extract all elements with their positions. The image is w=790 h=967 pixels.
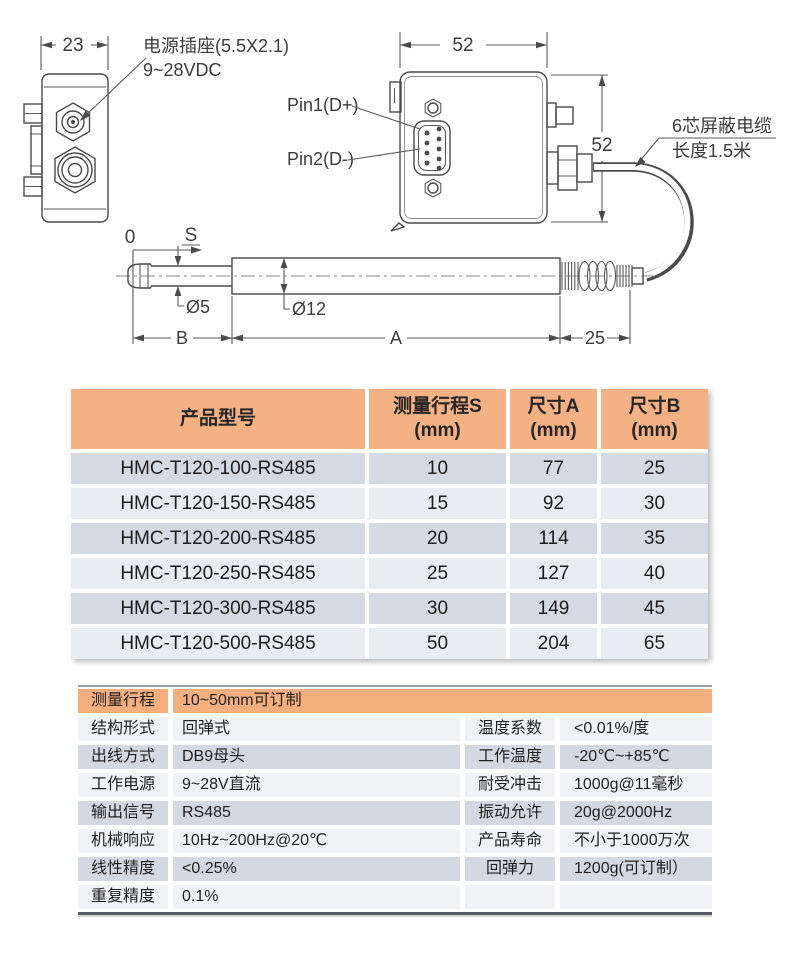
dim-25-label: 25 (585, 328, 605, 348)
spec-value: 20g@2000Hz (560, 801, 712, 825)
model-cell: HMC-T120-300-RS485 (71, 593, 365, 624)
zero-label: 0 (125, 227, 136, 248)
pin1-label: Pin1(D+) (287, 95, 359, 115)
spec-value: 1000g@11毫秒 (560, 773, 712, 797)
dim-b-cell: 40 (601, 558, 708, 589)
dim-b-label: B (176, 328, 188, 348)
side-view-drawing: 23 (23, 35, 109, 223)
spec-label: 机械响应 (78, 829, 168, 853)
stroke-cell: 20 (369, 523, 506, 554)
technical-drawing: 23 电源插座(5.5X2.1) (23, 32, 776, 348)
stroke-cell: 10 (369, 453, 506, 484)
product-model-table: 产品型号 测量行程S (mm) 尺寸A (mm) 尺寸B (mm) HMC-T120-… (71, 389, 708, 659)
dim-b-cell: 45 (601, 593, 708, 624)
model-cell: HMC-T120-100-RS485 (71, 453, 365, 484)
column-header-stroke: 测量行程S (mm) (369, 389, 506, 449)
dim-a-cell: 114 (510, 523, 597, 554)
dim-a-cell: 92 (510, 488, 597, 519)
probe-view-drawing: 0 S Ø5 Ø12 (116, 225, 660, 348)
dim-b-cell: 25 (601, 453, 708, 484)
spec-value: <0.25% (173, 857, 460, 881)
dim-a-cell: 149 (510, 593, 597, 624)
dia-12-label: Ø12 (292, 299, 326, 319)
stroke-s-label: S (185, 225, 198, 246)
pin-annotations: Pin1(D+) Pin2(D-) (287, 95, 421, 169)
spec-label: 回弹力 (465, 857, 555, 881)
model-cell: HMC-T120-500-RS485 (71, 628, 365, 659)
spec-label: 结构形式 (78, 717, 168, 741)
cable-note-line2: 长度1.5米 (672, 141, 751, 161)
spec-value: RS485 (173, 801, 460, 825)
dim-52-top-label: 52 (452, 35, 473, 56)
spec-label: 出线方式 (78, 745, 168, 769)
dim-23-label: 23 (62, 35, 83, 56)
power-note-line2: 9~28VDC (143, 60, 222, 80)
pin2-label: Pin2(D-) (287, 149, 354, 169)
power-note-line1: 电源插座(5.5X2.1) (143, 36, 289, 56)
spec-label: 温度系数 (465, 717, 555, 741)
front-view-drawing: 52 (389, 32, 613, 232)
cable-note-line1: 6芯屏蔽电缆 (672, 116, 772, 136)
column-header-dim-a: 尺寸A (mm) (510, 389, 597, 449)
spec-label (465, 885, 555, 909)
spec-label: 线性精度 (78, 857, 168, 881)
stroke-cell: 30 (369, 593, 506, 624)
stroke-cell: 25 (369, 558, 506, 589)
cable-gland-side-drawing (54, 146, 96, 194)
dim-a-cell: 127 (510, 558, 597, 589)
spec-value: 1200g(可订制） (560, 857, 712, 881)
spec-value: 不小于1000万次 (560, 829, 712, 853)
spec-label: 工作电源 (78, 773, 168, 797)
cable-gland-front-drawing (546, 145, 593, 191)
db9-connector-drawing (413, 120, 451, 176)
spec-value: 0.1% (173, 885, 460, 909)
dim-52-right-label: 52 (591, 135, 612, 156)
spec-value: DB9母头 (173, 745, 460, 769)
spec-label: 耐受冲击 (465, 773, 555, 797)
spec-value: 10Hz~200Hz@20℃ (173, 829, 460, 853)
spec-label: 重复精度 (78, 885, 168, 909)
spec-value: <0.01%/度 (560, 717, 712, 741)
cable-drawing: 6芯屏蔽电缆 长度1.5米 (593, 116, 776, 282)
spec-label: 振动允许 (465, 801, 555, 825)
stroke-cell: 15 (369, 488, 506, 519)
spec-label: 工作温度 (465, 745, 555, 769)
dia-5-label: Ø5 (186, 297, 210, 317)
spec-value: -20℃~+85℃ (560, 745, 712, 769)
spec-value: 9~28V直流 (173, 773, 460, 797)
dim-b-cell: 30 (601, 488, 708, 519)
power-annotation: 电源插座(5.5X2.1) 9~28VDC (80, 36, 289, 121)
model-cell: HMC-T120-200-RS485 (71, 523, 365, 554)
spec-value (560, 885, 712, 909)
model-cell: HMC-T120-150-RS485 (71, 488, 365, 519)
screw-holes-drawing (424, 98, 442, 198)
spec-label: 输出信号 (78, 801, 168, 825)
column-header-model: 产品型号 (71, 389, 365, 449)
dim-b-cell: 65 (601, 628, 708, 659)
spec-value: 10~50mm可订制 (173, 689, 712, 713)
power-socket-drawing (55, 102, 91, 142)
spec-label: 测量行程 (78, 689, 168, 713)
dim-a-cell: 77 (510, 453, 597, 484)
dim-b-cell: 35 (601, 523, 708, 554)
model-cell: HMC-T120-250-RS485 (71, 558, 365, 589)
specification-table: 测量行程 10~50mm可订制 结构形式 回弹式 温度系数 <0.01%/度 出… (78, 685, 712, 915)
column-header-dim-b: 尺寸B (mm) (601, 389, 708, 449)
stroke-cell: 50 (369, 628, 506, 659)
dim-a-label: A (390, 328, 402, 348)
dim-a-cell: 204 (510, 628, 597, 659)
spec-label: 产品寿命 (465, 829, 555, 853)
spec-value: 回弹式 (173, 717, 460, 741)
